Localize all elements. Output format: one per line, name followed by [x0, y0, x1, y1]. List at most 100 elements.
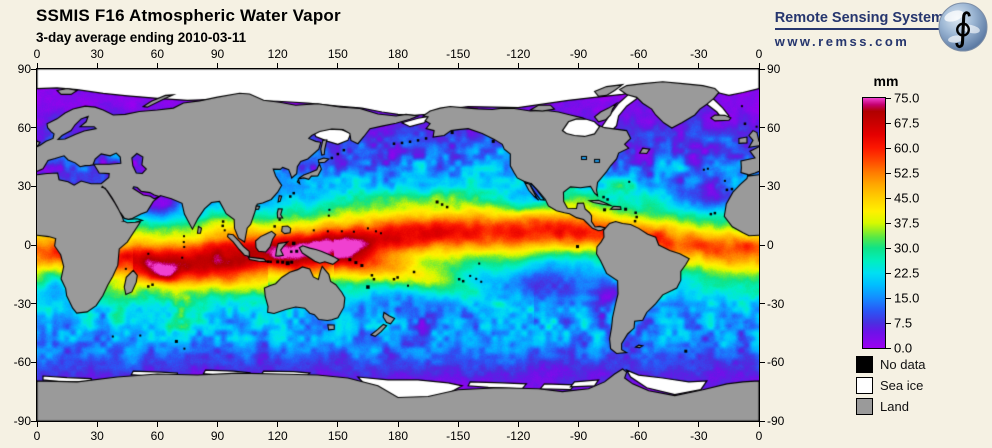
y-tick-mark	[31, 244, 36, 246]
y-tick-label: -60	[767, 355, 785, 370]
colorbar-unit-label: mm	[873, 73, 899, 89]
y-tick-mark	[31, 127, 36, 129]
x-tick-mark	[758, 63, 760, 68]
branding: Remote Sensing Systems www.remss.com ∮	[774, 2, 988, 52]
colorbar: mm 75.0 67.5 60.0 52.5 45.0 37.5 30.0 22.5 15.0 7…	[862, 73, 919, 356]
legend-swatch	[856, 356, 873, 373]
x-tick-label: -90	[569, 47, 588, 61]
x-tick-label: -150	[446, 429, 471, 443]
colorbar-tick-label: 15.0	[894, 290, 920, 306]
x-tick-mark	[758, 422, 760, 427]
y-tick-mark	[31, 420, 36, 422]
x-tick-mark	[698, 63, 700, 68]
colorbar-tick-label: 0.0	[894, 340, 913, 356]
legend-label: Sea ice	[880, 378, 924, 393]
world-map-canvas	[37, 69, 759, 421]
y-tick-label: -90	[767, 414, 785, 428]
y-tick-label: -30	[767, 296, 785, 311]
x-tick-label: 150	[327, 47, 348, 61]
x-tick-mark	[517, 422, 519, 427]
x-tick-mark	[156, 422, 158, 427]
colorbar-tick-mark	[886, 97, 891, 99]
x-tick-mark	[578, 422, 579, 427]
colorbar-tick-mark	[886, 247, 891, 249]
colorbar-tick-mark	[886, 197, 891, 199]
map-legend: No data Sea ice Land	[856, 356, 926, 419]
x-tick-label: 60	[150, 47, 165, 61]
colorbar-tick-label: 22.5	[894, 265, 920, 281]
x-tick-mark	[578, 63, 579, 68]
colorbar-tick-label: 67.5	[894, 115, 920, 131]
page-subtitle: 3-day average ending 2010-03-11	[36, 30, 247, 45]
x-tick-mark	[397, 422, 399, 427]
x-tick-label: -120	[506, 429, 531, 443]
y-tick-label: -30	[13, 296, 31, 311]
x-tick-mark	[457, 422, 459, 427]
x-tick-label: 0	[755, 429, 763, 443]
x-tick-label: 150	[327, 429, 348, 443]
y-tick-label: 60	[17, 120, 31, 135]
y-tick-mark	[760, 244, 765, 246]
x-tick-label: 60	[150, 429, 165, 443]
x-tick-mark	[397, 63, 399, 68]
x-tick-mark	[96, 422, 98, 427]
branding-name: Remote Sensing Systems	[774, 10, 952, 30]
colorbar-tick-mark	[886, 222, 891, 224]
legend-label: Land	[880, 399, 909, 414]
y-tick-label: -60	[13, 355, 31, 370]
legend-swatch	[856, 398, 873, 415]
x-tick-label: 90	[210, 47, 225, 61]
x-tick-label: 30	[90, 47, 104, 61]
y-tick-label: 90	[17, 62, 31, 76]
y-tick-mark	[760, 420, 765, 422]
x-tick-mark	[457, 63, 459, 68]
globe-logo-icon: ∮	[938, 2, 988, 52]
x-tick-label: 90	[210, 429, 225, 443]
x-tick-mark	[337, 63, 339, 68]
x-tick-mark	[36, 63, 38, 68]
colorbar-tick-label: 45.0	[894, 190, 920, 206]
x-tick-label: 120	[267, 47, 288, 61]
x-tick-mark	[638, 63, 640, 68]
colorbar-tick-mark	[886, 347, 891, 349]
integral-symbol: ∮	[953, 5, 973, 49]
colorbar-tick-mark	[886, 322, 891, 324]
y-tick-label: 90	[767, 62, 781, 76]
x-tick-label: -30	[690, 429, 708, 443]
branding-url-link[interactable]: www.remss.com	[774, 34, 910, 49]
x-tick-mark	[96, 63, 98, 68]
legend-row: Land	[856, 398, 926, 415]
x-tick-mark	[638, 422, 640, 427]
x-tick-label: -150	[446, 47, 471, 61]
y-tick-mark	[31, 68, 36, 70]
y-tick-label: 30	[17, 179, 31, 194]
map-figure: 0 0 30 30 60 60 90 90 120 120 150 150 180 180 -150 -150…	[14, 47, 785, 443]
x-tick-label: -30	[690, 47, 708, 61]
legend-row: No data	[856, 356, 926, 373]
colorbar-tick-mark	[886, 297, 891, 299]
x-tick-mark	[277, 63, 279, 68]
legend-swatch	[856, 377, 873, 394]
y-tick-label: 60	[767, 120, 781, 135]
x-tick-label: 0	[33, 47, 41, 61]
header: SSMIS F16 Atmospheric Water Vapor 3-day …	[36, 6, 341, 45]
x-tick-mark	[698, 422, 700, 427]
y-tick-mark	[31, 185, 36, 187]
x-tick-mark	[277, 422, 279, 427]
x-tick-mark	[156, 63, 158, 68]
colorbar-tick-mark	[886, 147, 891, 149]
x-tick-label: -120	[506, 47, 531, 61]
x-tick-mark	[217, 422, 218, 427]
y-tick-mark	[31, 361, 36, 363]
colorbar-tick-label: 30.0	[894, 240, 920, 256]
colorbar-tick-label: 52.5	[894, 165, 920, 181]
y-tick-label: 0	[24, 238, 31, 252]
x-tick-mark	[36, 422, 38, 427]
x-tick-label: 30	[90, 429, 104, 443]
x-tick-mark	[337, 422, 339, 427]
x-tick-mark	[217, 63, 218, 68]
y-tick-label: 30	[767, 179, 781, 194]
y-tick-mark	[760, 68, 765, 70]
x-tick-label: 0	[755, 47, 763, 61]
